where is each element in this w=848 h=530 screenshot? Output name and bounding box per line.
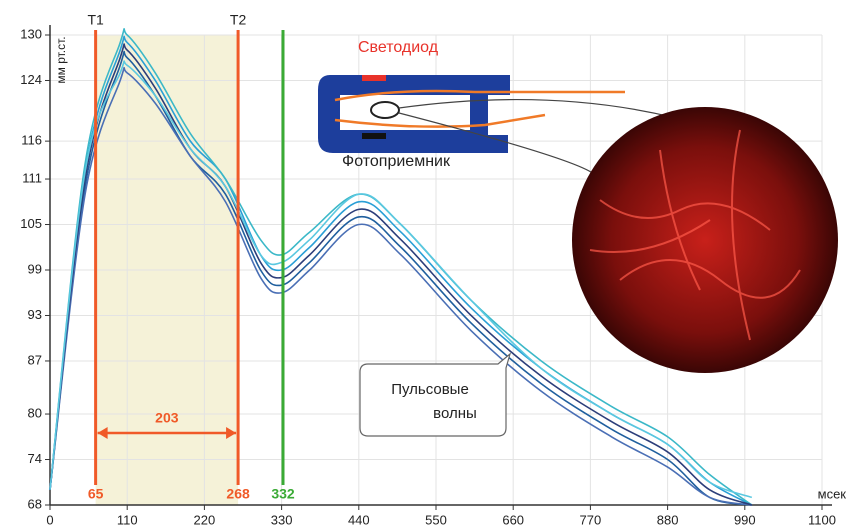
led — [362, 75, 386, 81]
x-tick-label: 440 — [348, 512, 370, 527]
y-tick-label: 111 — [22, 170, 42, 185]
detector-label: Фотоприемник — [342, 153, 451, 170]
y-tick-label: 124 — [20, 72, 42, 87]
led-label: Светодиод — [358, 39, 439, 56]
marker-label: T2 — [230, 12, 247, 28]
y-tick-label: 87 — [28, 352, 42, 367]
y-tick-label: 105 — [20, 216, 42, 231]
marker-value: 268 — [226, 486, 250, 502]
y-tick-label: 74 — [28, 451, 42, 466]
x-axis-label: мсек — [818, 486, 847, 501]
x-tick-label: 1100 — [808, 512, 836, 527]
y-tick-label: 68 — [28, 496, 42, 511]
callout-text: Пульсовые — [391, 381, 469, 398]
y-tick-label: 130 — [20, 26, 42, 41]
x-tick-label: 880 — [657, 512, 679, 527]
photodiode — [362, 133, 386, 139]
x-tick-label: 0 — [46, 512, 53, 527]
x-tick-label: 770 — [580, 512, 602, 527]
x-tick-label: 110 — [117, 512, 138, 527]
marker-label: T1 — [87, 12, 104, 28]
y-tick-label: 80 — [28, 405, 42, 420]
chart: 68 74 80 87 93 99 105 111 116 124 130 0 110 220 330 440… — [0, 0, 848, 530]
y-axis-label: мм рт.ст. — [54, 36, 68, 83]
y-tick-label: 99 — [28, 261, 42, 276]
callout: Пульсовые волны — [360, 354, 510, 436]
x-tick-label: 330 — [271, 512, 293, 527]
tissue-image — [572, 107, 838, 373]
x-tick-label: 220 — [194, 512, 216, 527]
x-tick-label: 660 — [502, 512, 524, 527]
marker-value: 65 — [88, 486, 104, 502]
marker-value: 332 — [271, 486, 295, 502]
sensor-diagram: Светодиод Фотоприемник — [318, 39, 838, 373]
x-tick-label: 990 — [734, 512, 756, 527]
x-tick-label: 550 — [425, 512, 447, 527]
interval-label: 203 — [155, 410, 179, 426]
y-tick-label: 116 — [21, 133, 42, 148]
callout-text: волны — [433, 405, 477, 422]
y-tick-label: 93 — [28, 307, 42, 322]
